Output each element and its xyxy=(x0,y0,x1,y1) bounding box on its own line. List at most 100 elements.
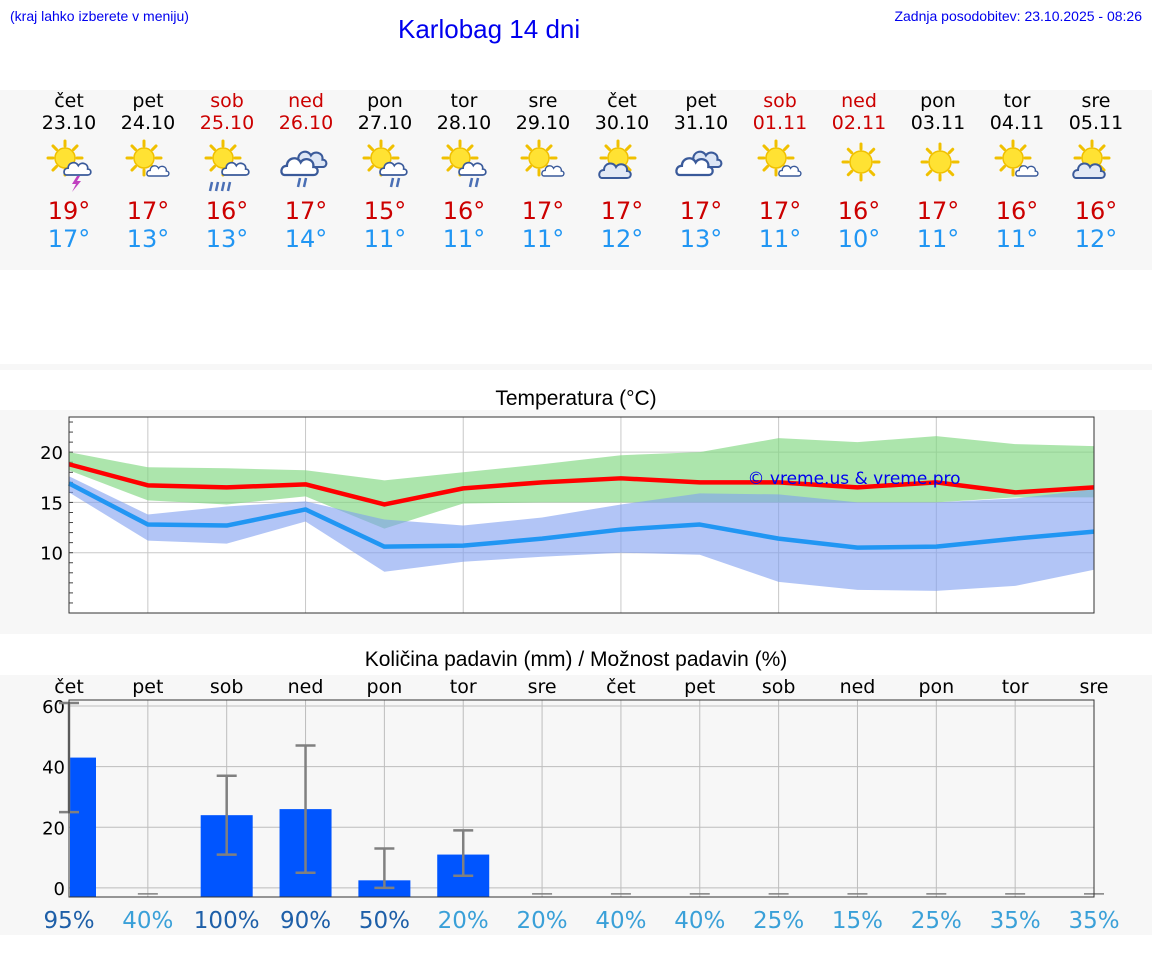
max-temperature: 17° xyxy=(758,197,802,225)
forecast-day: tor 28.10 16° 11° xyxy=(425,90,504,253)
precip-day-label: sre xyxy=(1080,676,1109,698)
precip-probability-label: 90% xyxy=(280,908,331,934)
max-temperature: 17° xyxy=(126,197,170,225)
precip-tick-label: 0 xyxy=(54,879,65,900)
min-temperature: 11° xyxy=(442,225,486,253)
precip-day-label: ned xyxy=(840,676,876,698)
sun-cloud-thunder-icon xyxy=(46,139,92,192)
day-name: sre xyxy=(1081,90,1111,112)
precipitation-chart-title: Količina padavin (mm) / Možnost padavin … xyxy=(364,648,788,671)
max-temperature: 19° xyxy=(47,197,91,225)
day-name: pet xyxy=(685,90,717,112)
day-name: čet xyxy=(607,90,637,112)
forecast-day: ned 02.11 16° 10° xyxy=(820,90,899,253)
precip-day-label: pet xyxy=(132,676,163,698)
precip-probability-label: 20% xyxy=(517,908,568,934)
day-date: 30.10 xyxy=(594,112,650,134)
precip-probability-label: 95% xyxy=(43,908,94,934)
sun-small-cloud-icon xyxy=(125,139,170,177)
day-date: 04.11 xyxy=(989,112,1045,134)
precip-bar xyxy=(70,757,96,897)
day-name: pon xyxy=(367,90,403,112)
day-name: čet xyxy=(54,90,84,112)
max-temperature: 17° xyxy=(679,197,723,225)
precip-probability-label: 40% xyxy=(122,908,173,934)
precip-day-label: pon xyxy=(367,676,403,698)
forecast-day: čet 23.10 19° 17° xyxy=(30,90,109,253)
forecast-day: čet 30.10 17° 12° xyxy=(583,90,662,253)
max-temperature: 16° xyxy=(442,197,486,225)
precip-probability-label: 100% xyxy=(194,908,260,934)
forecast-day: sre 05.11 16° 12° xyxy=(1057,90,1136,253)
day-date: 03.11 xyxy=(910,112,966,134)
precip-tick-label: 40 xyxy=(42,758,65,779)
day-date: 31.10 xyxy=(673,112,729,134)
menu-hint: (kraj lahko izberete v meniju) xyxy=(10,8,189,24)
day-name: pon xyxy=(920,90,956,112)
forecast-day: ned 26.10 17° 14° xyxy=(267,90,346,253)
precip-day-label: čet xyxy=(606,676,636,698)
min-temperature: 14° xyxy=(284,225,328,253)
precip-day-label: čet xyxy=(54,676,84,698)
forecast-day: sob 25.10 16° 13° xyxy=(188,90,267,253)
max-temperature: 17° xyxy=(521,197,565,225)
temp-tick-label: 10 xyxy=(40,544,63,565)
day-date: 05.11 xyxy=(1068,112,1124,134)
precip-probability-label: 40% xyxy=(674,908,725,934)
precip-probability-label: 20% xyxy=(438,908,489,934)
day-date: 23.10 xyxy=(41,112,97,134)
min-temperature-line xyxy=(67,481,1095,550)
day-name: sre xyxy=(528,90,558,112)
day-date: 28.10 xyxy=(436,112,492,134)
day-name: sob xyxy=(210,90,244,112)
min-temperature: 13° xyxy=(679,225,723,253)
precip-probability-label: 25% xyxy=(753,908,804,934)
separator xyxy=(0,364,1152,370)
precip-day-label: ned xyxy=(288,676,324,698)
cloudy-rain-icon xyxy=(280,150,328,188)
min-temperature: 12° xyxy=(600,225,644,253)
day-date: 25.10 xyxy=(199,112,255,134)
precip-probability-label: 40% xyxy=(595,908,646,934)
forecast-day: pon 03.11 17° 11° xyxy=(899,90,978,253)
min-temperature: 13° xyxy=(205,225,249,253)
precip-day-label: pon xyxy=(918,676,954,698)
cloudy-icon xyxy=(675,150,723,177)
forecast-day: pet 24.10 17° 13° xyxy=(109,90,188,253)
max-temperature: 15° xyxy=(363,197,407,225)
min-temperature: 17° xyxy=(47,225,91,253)
sun-small-cloud-icon xyxy=(757,139,802,177)
last-update: Zadnja posodobitev: 23.10.2025 - 08:26 xyxy=(894,8,1142,24)
precip-day-label: sob xyxy=(762,676,796,698)
precip-day-label: sob xyxy=(210,676,244,698)
day-date: 24.10 xyxy=(120,112,176,134)
sun-icon xyxy=(920,142,960,182)
max-temperature: 17° xyxy=(600,197,644,225)
daily-forecast-strip: čet 23.10 19° 17° pet 24.10 17° 13° sob 25.10 16° 1… xyxy=(0,90,1152,270)
sun-cloud-light-rain-icon xyxy=(441,139,487,188)
day-name: ned xyxy=(841,90,877,112)
max-temperature: 17° xyxy=(916,197,960,225)
min-temperature: 11° xyxy=(363,225,407,253)
day-name: sob xyxy=(763,90,797,112)
forecast-day: sre 29.10 17° 11° xyxy=(504,90,583,253)
max-temperature: 16° xyxy=(995,197,1039,225)
precip-probability-label: 35% xyxy=(990,908,1041,934)
forecast-day: pet 31.10 17° 13° xyxy=(662,90,741,253)
day-name: tor xyxy=(1003,90,1031,112)
day-date: 01.11 xyxy=(752,112,808,134)
min-temperature: 11° xyxy=(758,225,802,253)
temperature-chart-title: Temperatura (°C) xyxy=(495,387,657,410)
max-temperature: 16° xyxy=(1074,197,1118,225)
precip-day-label: tor xyxy=(450,676,477,698)
temp-tick-label: 15 xyxy=(40,493,63,514)
day-date: 02.11 xyxy=(831,112,887,134)
sun-small-cloud-icon xyxy=(520,139,565,177)
max-temperature-line xyxy=(68,462,1095,507)
day-name: tor xyxy=(450,90,478,112)
min-temperature: 11° xyxy=(995,225,1039,253)
forecast-day: tor 04.11 16° 11° xyxy=(978,90,1057,253)
forecast-day: pon 27.10 15° 11° xyxy=(346,90,425,253)
max-temperature: 16° xyxy=(837,197,881,225)
